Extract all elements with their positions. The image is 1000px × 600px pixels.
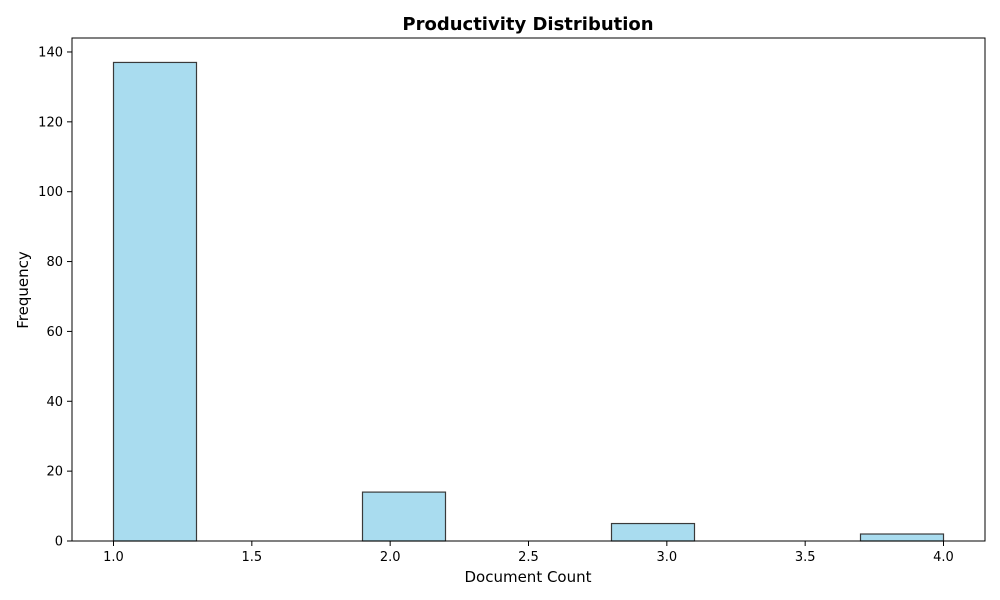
x-tick-label: 1.0 xyxy=(103,550,124,565)
y-tick-label: 60 xyxy=(46,325,63,340)
y-tick-label: 80 xyxy=(46,255,63,270)
y-axis-title: Frequency xyxy=(14,251,32,329)
x-tick-label: 3.5 xyxy=(795,550,816,565)
x-tick-label: 3.0 xyxy=(656,550,677,565)
histogram-bar-1 xyxy=(112,61,198,542)
x-axis-ticks: 1.0 1.5 2.0 2.5 3.0 3.5 4.0 xyxy=(103,541,954,565)
y-axis-ticks: 0 20 40 60 80 100 120 140 xyxy=(38,45,72,550)
plot-frame xyxy=(71,37,986,542)
y-tick-label: 0 xyxy=(55,535,63,550)
y-tick-label: 100 xyxy=(38,185,63,200)
y-tick-label: 40 xyxy=(46,395,63,410)
y-tick-label: 120 xyxy=(38,115,63,130)
x-tick-label: 1.5 xyxy=(241,550,262,565)
histogram-bar-2 xyxy=(361,491,447,542)
y-tick-label: 20 xyxy=(46,465,63,480)
x-tick-label: 2.5 xyxy=(518,550,539,565)
chart-title: Productivity Distribution xyxy=(402,14,653,35)
y-tick-label: 140 xyxy=(38,45,63,60)
bars-group xyxy=(112,61,945,542)
x-axis-title: Document Count xyxy=(464,568,591,586)
x-tick-label: 2.0 xyxy=(380,550,401,565)
histogram-bar-3 xyxy=(610,522,696,542)
x-tick-label: 4.0 xyxy=(933,550,954,565)
histogram-bar-4 xyxy=(859,533,945,542)
